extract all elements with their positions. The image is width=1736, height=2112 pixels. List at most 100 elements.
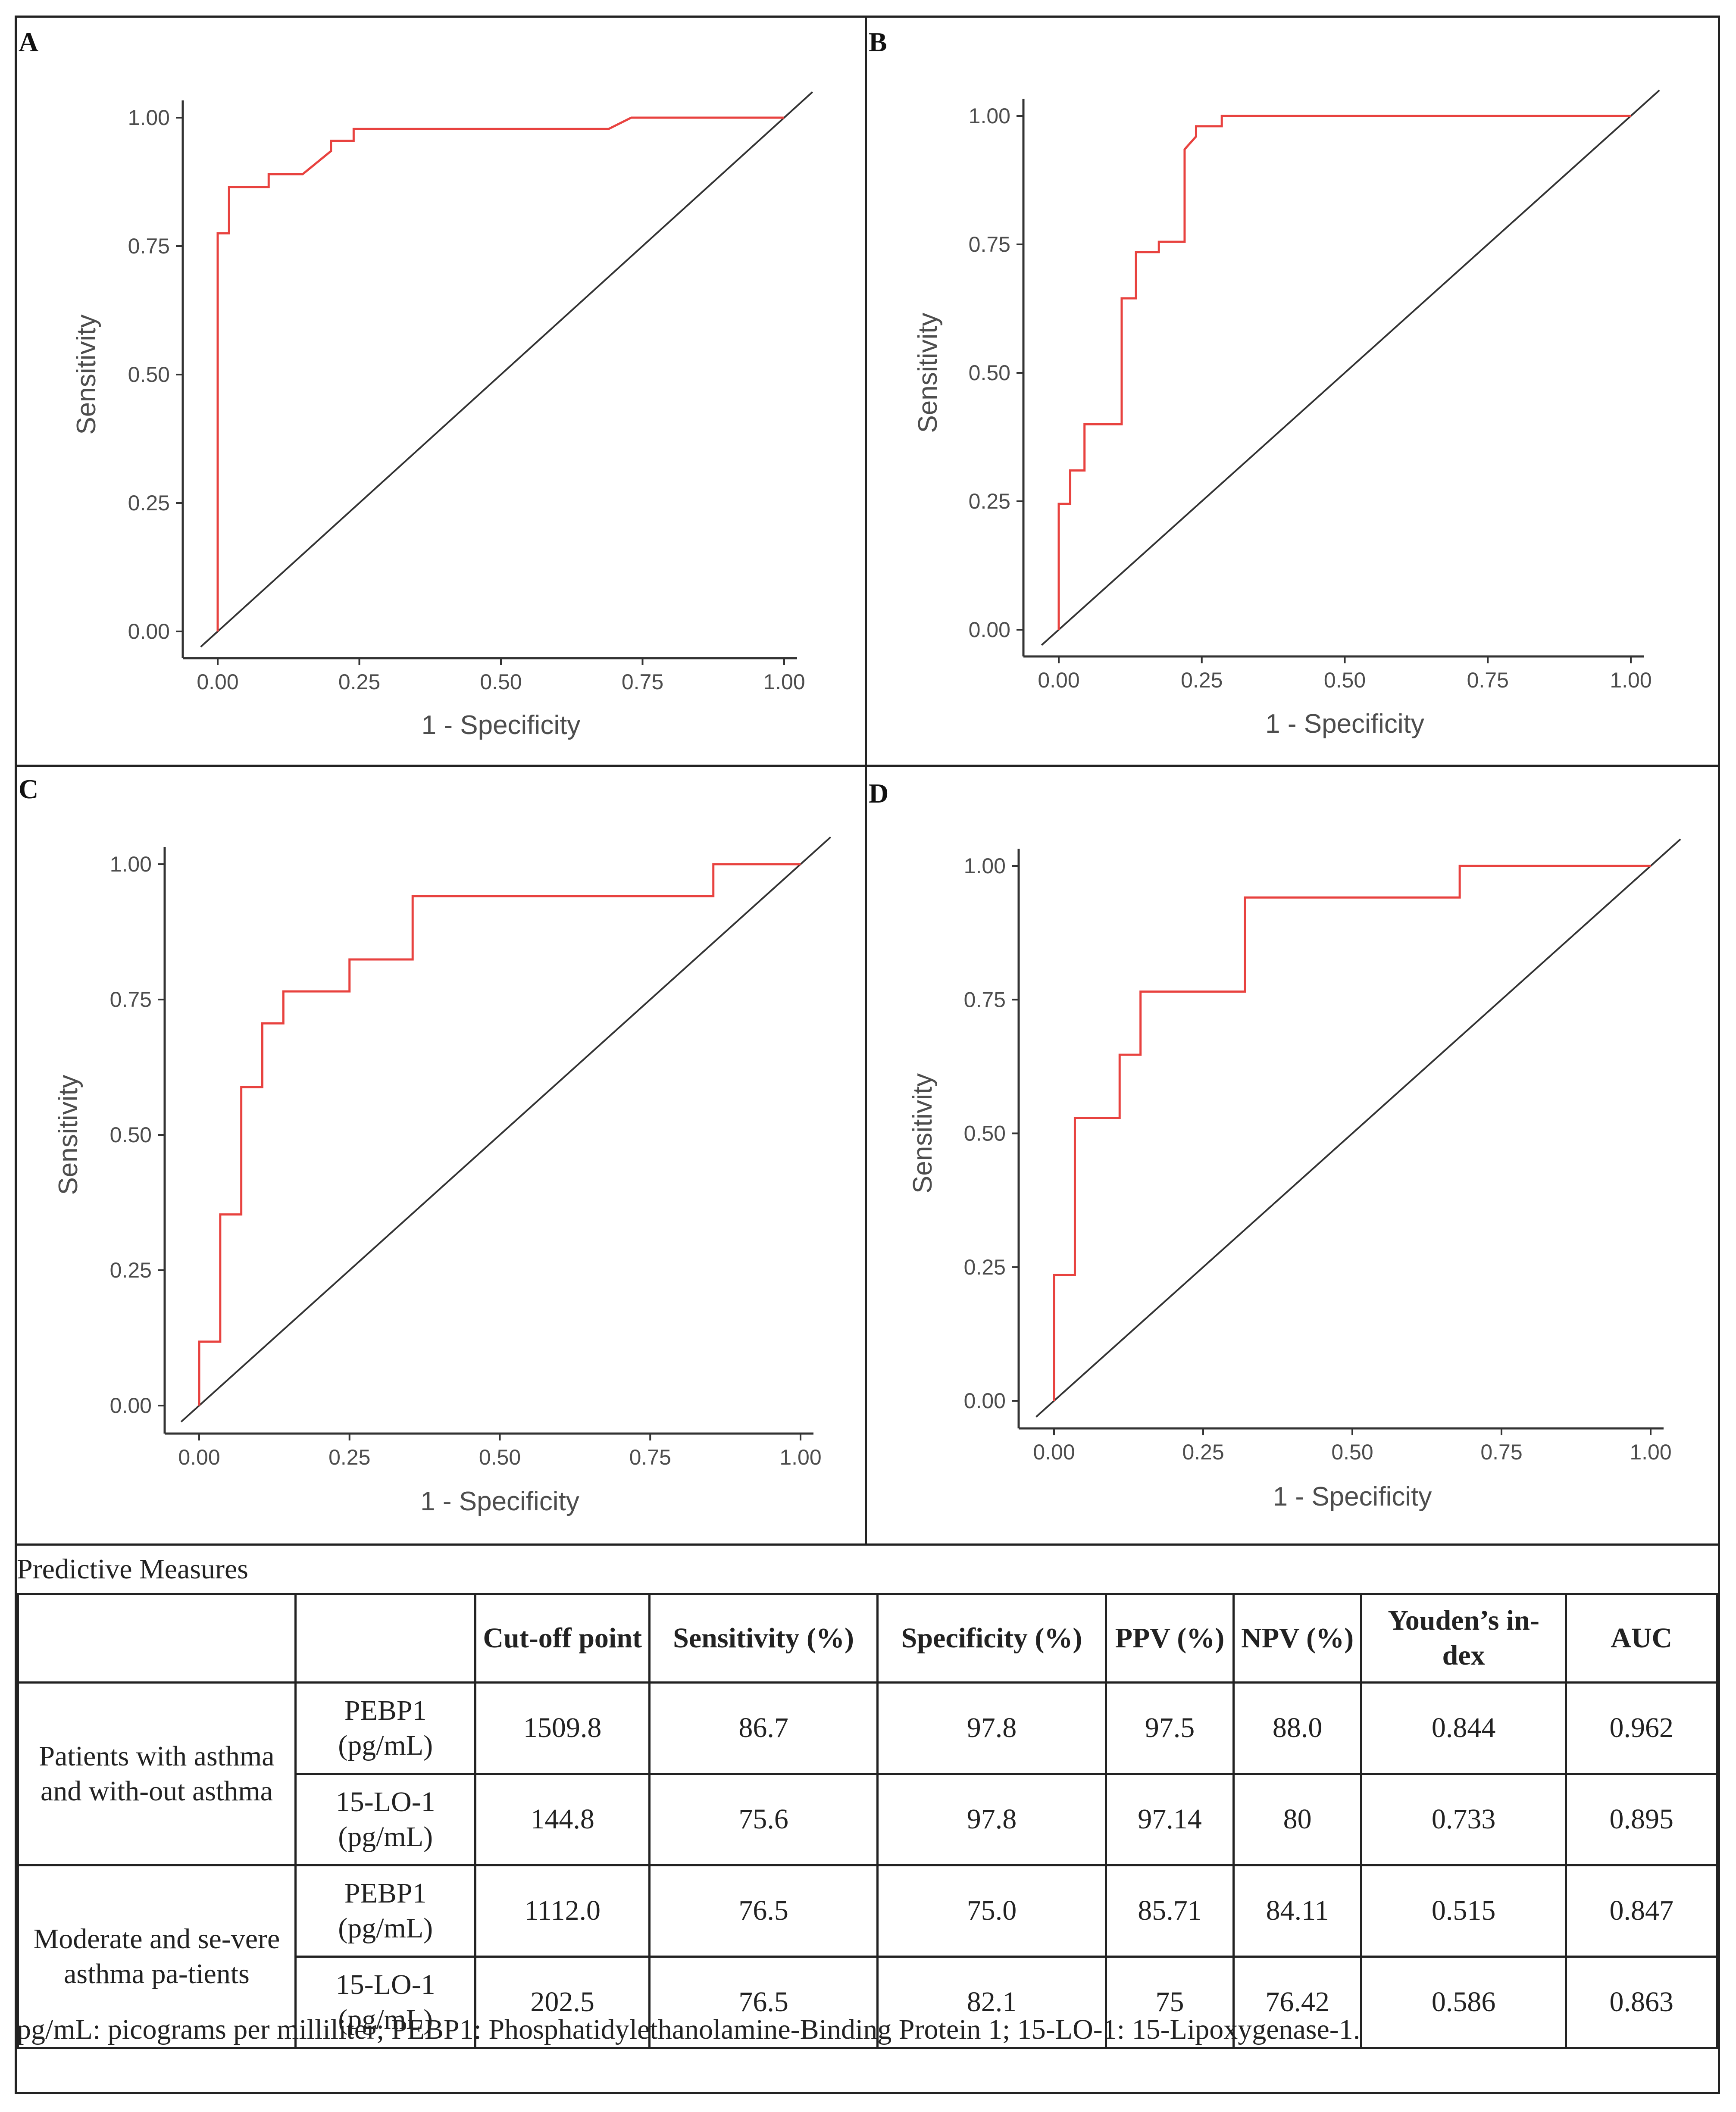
table-row: 15-LO-1 (pg/mL) 202.5 76.5 82.1 75 76.42…: [18, 1956, 1718, 2049]
panel-d: D 0.00 0.00 0.25 0.25 0.50 0.50 0.75 0.75 1.00 1.…: [867, 767, 1718, 1546]
x-tick-label: 0.00: [178, 1445, 220, 1469]
x-tick-label: 1.00: [779, 1445, 821, 1469]
header-cell: NPV (%): [1232, 1593, 1362, 1684]
x-tick-label: 0.00: [1033, 1440, 1075, 1464]
x-tick-label: 0.00: [1038, 668, 1079, 692]
y-tick-label: 0.00: [110, 1393, 152, 1418]
sensitivity-cell: 76.5: [648, 1864, 879, 1958]
y-tick-label: 1.00: [964, 854, 1006, 878]
y-tick-label: 0.75: [128, 234, 170, 258]
marker-cell: 15-LO-1 (pg/mL): [294, 1773, 477, 1866]
cutoff-cell: 144.8: [474, 1773, 651, 1866]
table-footnote: pg/mL: picograms per milliliter; PEBP1: …: [17, 2014, 1361, 2045]
x-tick-label: 0.25: [1181, 668, 1223, 692]
marker-cell: PEBP1 (pg/mL): [294, 1681, 477, 1775]
cutoff-cell: 1112.0: [474, 1864, 651, 1958]
y-tick-label: 0.25: [128, 491, 170, 515]
reference-diagonal-line: [200, 91, 813, 648]
npv-cell: 88.0: [1232, 1681, 1362, 1775]
specificity-cell: 97.8: [876, 1681, 1107, 1775]
panel-letter: D: [869, 778, 889, 809]
y-tick-label: 0.25: [964, 1255, 1006, 1279]
header-cell: [294, 1593, 477, 1684]
table-caption: Predictive Measures: [17, 1553, 248, 1585]
predictive-measures-table: Cut-off point Sensitivity (%) Specificit…: [17, 1593, 1718, 2049]
npv-cell: 80: [1232, 1773, 1362, 1866]
cutoff-cell: 1509.8: [474, 1681, 651, 1775]
header-cell: [17, 1593, 297, 1684]
x-tick-label: 0.75: [629, 1445, 671, 1469]
auc-cell: 0.863: [1565, 1956, 1718, 2049]
x-tick-label: 1.00: [1610, 668, 1652, 692]
x-tick-label: 0.50: [480, 670, 522, 694]
x-axis-title: 1 - Specificity: [422, 710, 581, 740]
roc-chart-b: 0.00 0.00 0.25 0.25 0.50 0.50 0.75 0.75 1.00 1.00…: [913, 89, 1660, 739]
y-tick-label: 1.00: [969, 104, 1010, 128]
youden-cell: 0.733: [1360, 1773, 1567, 1866]
header-cell: Sensitivity (%): [648, 1593, 879, 1684]
ppv-cell: 97.5: [1104, 1681, 1235, 1775]
y-tick-label: 0.75: [969, 232, 1010, 256]
specificity-cell: 75.0: [876, 1864, 1107, 1958]
y-tick-label: 0.25: [969, 489, 1010, 513]
x-tick-label: 0.25: [1182, 1440, 1224, 1464]
panel-letter: B: [869, 27, 887, 57]
x-tick-label: 1.00: [1630, 1440, 1671, 1464]
reference-diagonal-line: [1035, 838, 1681, 1418]
cutoff-cell: 202.5: [474, 1956, 651, 2049]
y-tick-label: 0.75: [110, 987, 152, 1012]
y-tick-label: 0.00: [964, 1389, 1006, 1413]
roc-chart-a: 0.00 0.00 0.25 0.25 0.50 0.50 0.75 0.75 1.00 1.00…: [72, 91, 813, 740]
y-tick-label: 1.00: [128, 106, 170, 130]
table-row: Moderate and se-vere asthma pa-tients PE…: [17, 1864, 1718, 2049]
sensitivity-cell: 75.6: [648, 1773, 879, 1866]
y-tick-label: 0.00: [128, 619, 170, 644]
roc-curve-line: [1057, 115, 1631, 630]
npv-cell: 84.11: [1232, 1864, 1362, 1958]
panel-b: B 0.00 0.00 0.25 0.25 0.50 0.50 0.75 0.75 1.00 1.…: [867, 18, 1718, 765]
x-tick-label: 0.75: [1480, 1440, 1522, 1464]
x-axis-title: 1 - Specificity: [420, 1487, 579, 1516]
panel-c: C 0.00 0.00 0.25 0.25 0.50 0.50 0.75 0.75 1.00 1.…: [17, 767, 865, 1546]
roc-chart-c: 0.00 0.00 0.25 0.25 0.50 0.50 0.75 0.75 1.00 1.00…: [53, 836, 832, 1516]
panel-divider-horizontal: [15, 765, 1720, 767]
y-axis-title: Sensitivity: [72, 314, 101, 434]
roc-curve-line: [1053, 865, 1651, 1401]
reference-diagonal-line: [180, 836, 832, 1423]
roc-chart-d: 0.00 0.00 0.25 0.25 0.50 0.50 0.75 0.75 1.00 1.00…: [908, 838, 1681, 1512]
roc-curve-line: [198, 863, 801, 1406]
group-label: Patients with asthma and with-out asthma: [17, 1681, 297, 1866]
predictive-measures-table-wrap: Predictive Measures Cut-off point Sensit…: [15, 1546, 1720, 2094]
x-tick-label: 0.50: [1324, 668, 1366, 692]
header-cell: PPV (%): [1104, 1593, 1235, 1684]
specificity-cell: 82.1: [876, 1956, 1107, 2049]
y-axis-title: Sensitivity: [908, 1073, 938, 1193]
x-axis-title: 1 - Specificity: [1265, 709, 1424, 739]
x-tick-label: 0.25: [338, 670, 380, 694]
ppv-cell: 75: [1104, 1956, 1235, 2049]
y-axis-title: Sensitivity: [913, 312, 943, 433]
x-tick-label: 0.50: [1331, 1440, 1373, 1464]
header-cell: Youden’s in-dex: [1360, 1593, 1567, 1684]
panel-a: A 0.00 0.00 0.25 0.25 0.50 0.50 0.75 0.75 1.00 1.…: [17, 18, 865, 765]
table-header-row: Cut-off point Sensitivity (%) Specificit…: [17, 1593, 1718, 1684]
panel-divider-vertical: [865, 16, 867, 1546]
x-tick-label: 0.50: [479, 1445, 521, 1469]
auc-cell: 0.962: [1565, 1681, 1718, 1775]
x-axis-title: 1 - Specificity: [1273, 1482, 1432, 1512]
y-tick-label: 1.00: [110, 852, 152, 876]
x-tick-label: 0.75: [1467, 668, 1509, 692]
header-cell: AUC: [1565, 1593, 1718, 1684]
header-cell: Specificity (%): [876, 1593, 1107, 1684]
x-tick-label: 0.00: [197, 670, 238, 694]
y-tick-label: 0.50: [964, 1122, 1006, 1146]
npv-cell: 76.42: [1232, 1956, 1362, 2049]
roc-curve-line: [216, 116, 784, 631]
group-label: Moderate and se-vere asthma pa-tients: [17, 1864, 297, 2049]
y-tick-label: 0.25: [110, 1258, 152, 1282]
auc-cell: 0.847: [1565, 1864, 1718, 1958]
table-row: Patients with asthma and with-out asthma…: [17, 1681, 1718, 1866]
specificity-cell: 97.8: [876, 1773, 1107, 1866]
youden-cell: 0.515: [1360, 1864, 1567, 1958]
x-tick-label: 1.00: [763, 670, 805, 694]
